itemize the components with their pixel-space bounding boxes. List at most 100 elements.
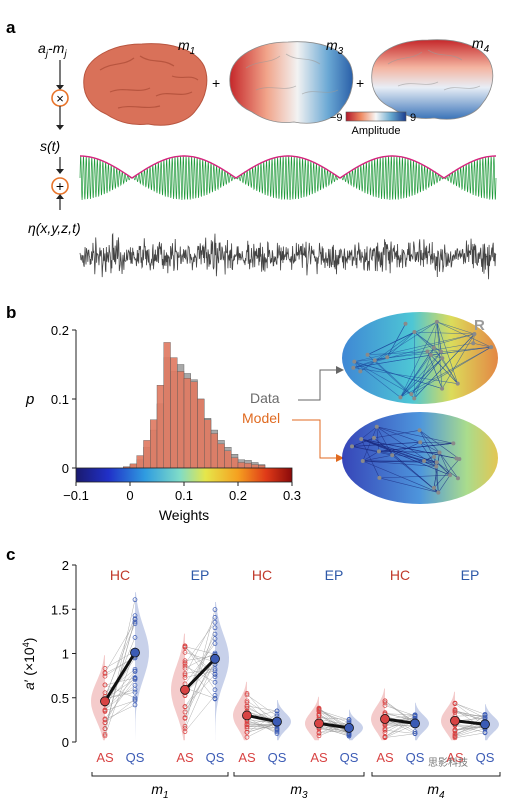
subject-dot-as: [182, 645, 188, 650]
subject-dot-qs: [482, 712, 488, 718]
network-node: [390, 453, 395, 458]
histogram-bar-model: [197, 398, 205, 469]
network-edge: [420, 441, 454, 444]
subject-dot-qs: [412, 712, 418, 718]
subject-dot-qs: [132, 635, 138, 640]
histogram-bar-model: [204, 419, 212, 469]
network-edge: [376, 426, 454, 444]
violin-half: [371, 688, 385, 741]
panel-b: b p 0 0.1 0.2 −0.1 0 0.1 0.2 0.3 Weights Data M…: [6, 303, 498, 523]
network-node: [432, 485, 437, 490]
subject-line: [104, 684, 136, 699]
noise-waveform: [79, 232, 497, 280]
plus-sign-2: +: [356, 75, 364, 91]
data-network-brain-icon: [342, 312, 498, 404]
subject-dot-as: [102, 708, 108, 714]
mean-dot-as: [380, 714, 390, 724]
network-node: [440, 386, 445, 391]
panel-b-letter: b: [6, 303, 16, 322]
amplitude-colorbar: [345, 111, 407, 122]
subject-dot-qs: [132, 666, 138, 672]
condition-label-qs: QS: [340, 750, 359, 765]
subject-dot-qs: [212, 693, 218, 698]
network-node: [448, 473, 453, 478]
subject-line: [246, 720, 278, 733]
network-node: [365, 352, 370, 357]
subject-line: [104, 689, 136, 700]
subject-dot-qs: [212, 615, 218, 620]
group-label: EP: [461, 567, 480, 583]
subject-dot-as: [382, 703, 388, 708]
histogram-ylabel: p: [25, 391, 34, 408]
subject-line: [318, 711, 350, 723]
histogram-bar-model: [177, 371, 185, 469]
mean-dot-qs: [210, 653, 220, 664]
network-node: [425, 349, 430, 354]
subject-dot-qs: [274, 708, 280, 714]
subject-dot-qs: [132, 675, 138, 680]
network-node: [472, 332, 477, 337]
network-node: [455, 381, 460, 386]
network-node: [412, 330, 417, 335]
subject-dot-qs: [212, 641, 218, 646]
subject-dot-as: [452, 735, 458, 741]
subject-dot-as: [182, 650, 188, 655]
weights-histogram: 0 0.1 0.2 −0.1 0 0.1 0.2 0.3: [51, 323, 301, 503]
subject-line: [318, 724, 350, 736]
network-edge: [420, 442, 440, 453]
subject-line: [384, 723, 416, 738]
subject-dot-qs: [274, 729, 280, 735]
network-edge: [362, 454, 393, 462]
network-edge: [361, 426, 377, 440]
network-edge: [433, 458, 460, 489]
mean-line: [183, 657, 217, 691]
subject-dot-qs: [412, 729, 418, 735]
violin-half: [485, 704, 499, 741]
network-node: [440, 356, 445, 361]
subject-dot-as: [316, 711, 322, 717]
subject-dot-qs: [132, 621, 138, 627]
network-edge: [400, 347, 435, 398]
subject-line: [184, 652, 216, 669]
subject-dot-as: [182, 658, 188, 664]
noise-trace: [79, 232, 497, 280]
subject-line: [184, 643, 216, 685]
colorbar-min: −9: [330, 112, 343, 124]
mode-label-m4: m4: [472, 35, 490, 55]
network-edge: [473, 342, 492, 348]
network-edge: [386, 323, 406, 358]
subject-line: [246, 713, 278, 733]
subject-line: [184, 646, 216, 655]
subject-line: [246, 694, 278, 717]
subject-dot-qs: [212, 607, 218, 612]
mode-label: m1: [151, 781, 168, 800]
network-node: [436, 490, 441, 495]
violin-half: [441, 691, 455, 741]
subject-dot-as: [244, 705, 250, 711]
network-edge: [362, 426, 378, 462]
subject-line: [454, 728, 486, 738]
subject-dot-as: [102, 690, 108, 696]
subject-dot-as: [382, 698, 388, 704]
x-tick-label: −0.1: [63, 488, 89, 503]
subject-dot-qs: [212, 625, 218, 631]
histogram-bar-model: [237, 462, 245, 469]
network-edge: [400, 351, 442, 398]
model-connector: [292, 419, 338, 459]
network-edge: [423, 452, 440, 462]
violin-half: [171, 633, 185, 741]
subject-line: [246, 723, 278, 733]
mean-dot-qs: [410, 718, 420, 729]
subject-line: [384, 733, 416, 738]
network-node: [457, 457, 462, 462]
mode-label: m4: [427, 781, 445, 800]
x-tick-label: 0.2: [229, 488, 247, 503]
network-edge: [362, 460, 437, 467]
subject-dot-as: [182, 661, 188, 667]
subject-line: [318, 713, 350, 733]
violin-half: [233, 681, 247, 741]
y-tick-label: 0: [62, 461, 69, 476]
subject-line: [104, 699, 136, 723]
network-edge: [436, 321, 475, 335]
mode-label-m1: m1: [178, 37, 195, 57]
